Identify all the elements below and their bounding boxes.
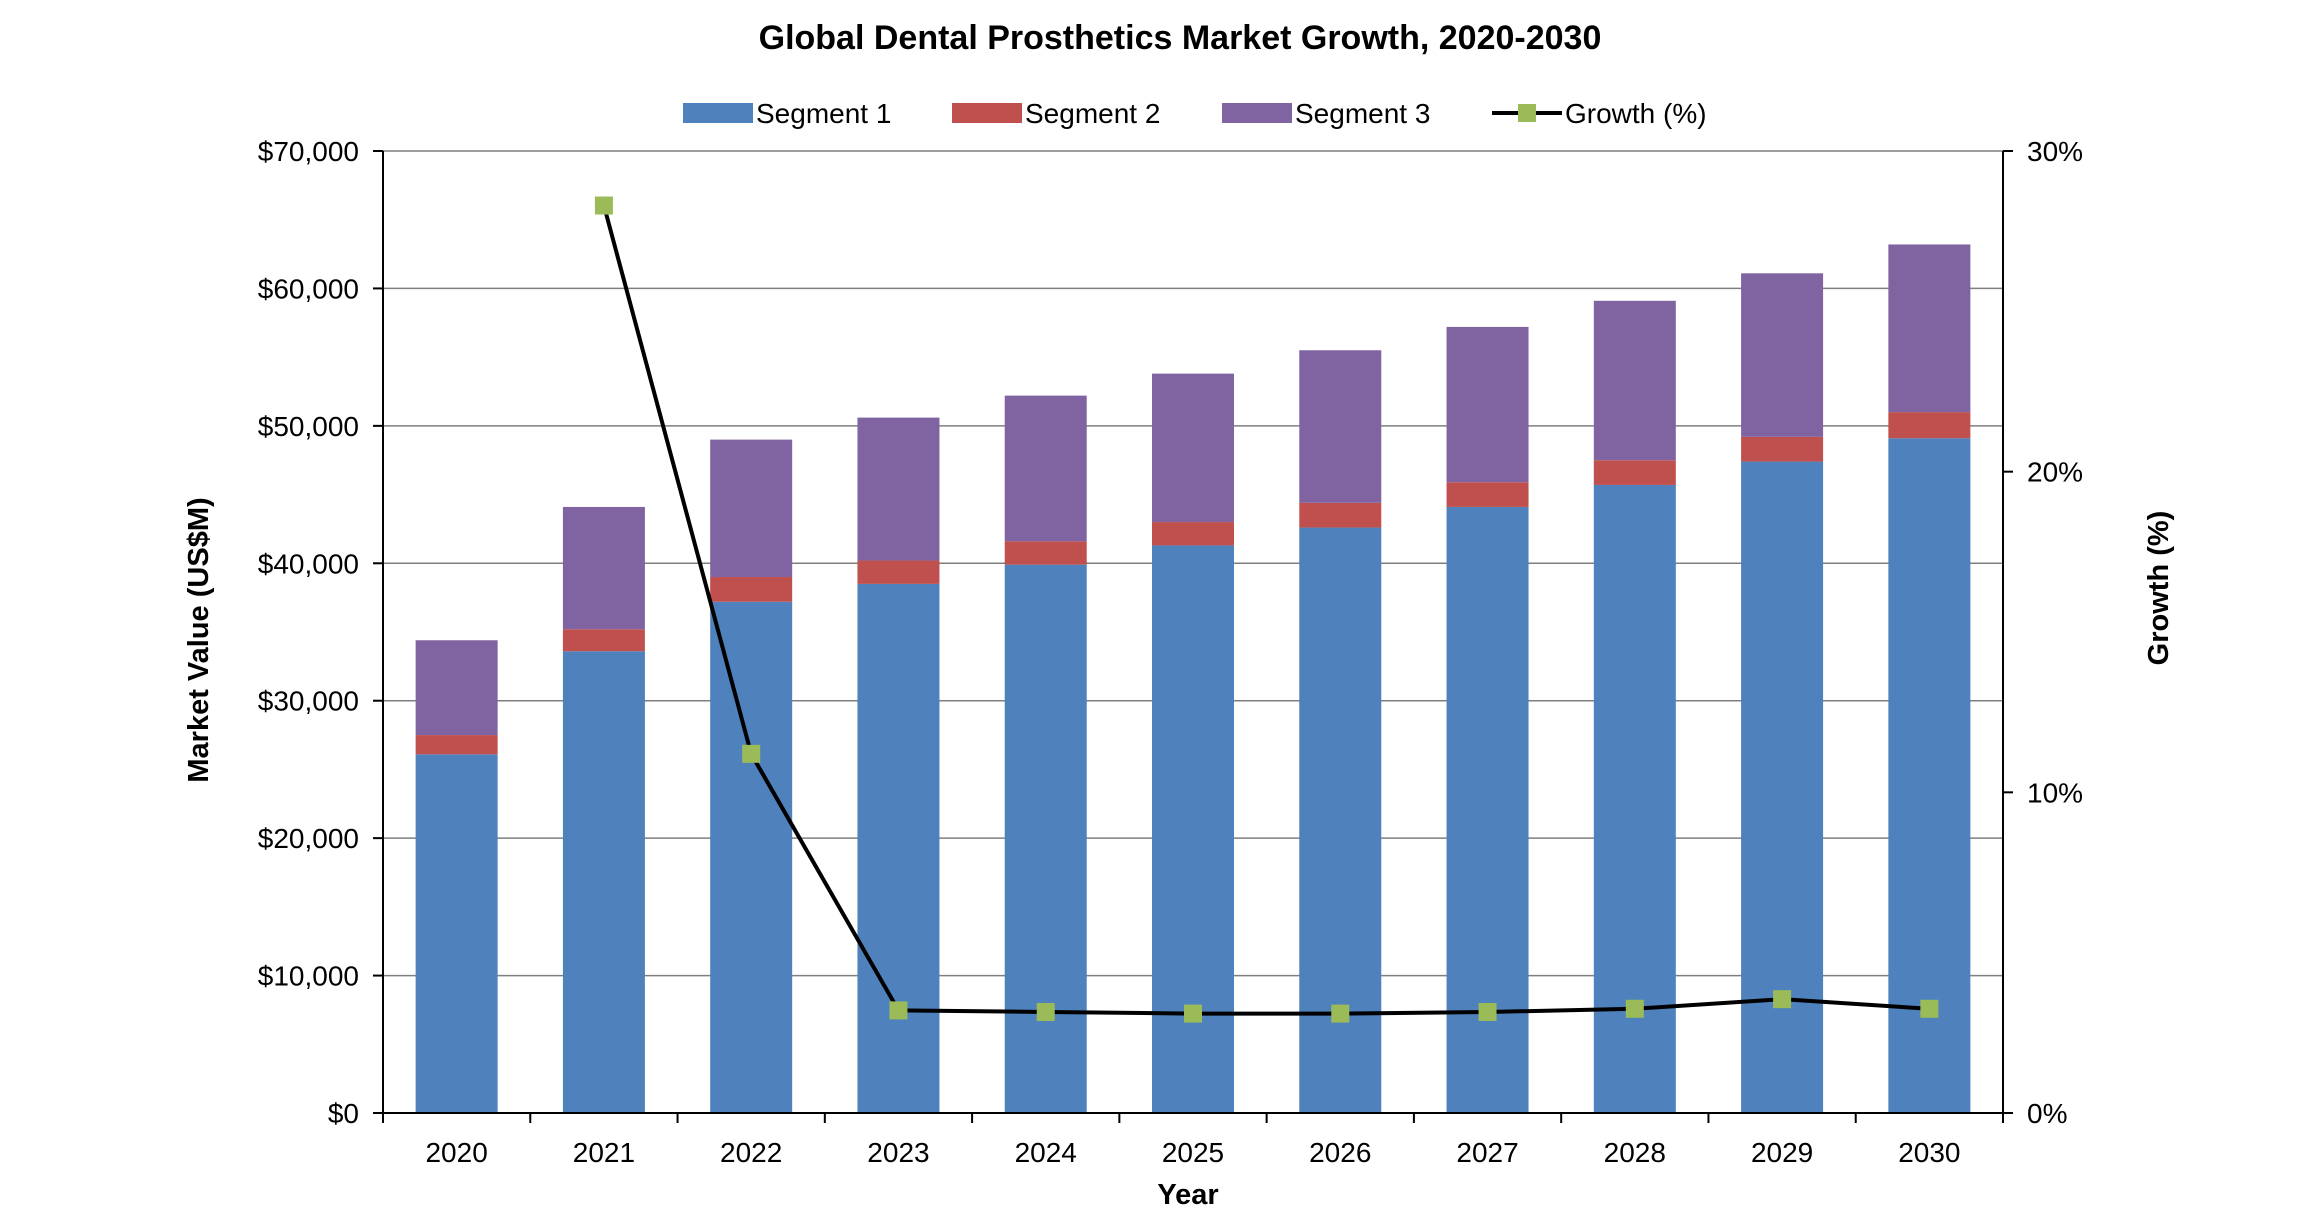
x-tick-label: 2021 — [573, 1137, 635, 1168]
bar-segment-3-2030 — [1888, 244, 1971, 413]
legend: Segment 1 Segment 2 Segment 3 Growth (%) — [683, 98, 1707, 129]
y2-tick-label: 20% — [2027, 457, 2083, 488]
bar-segment-1-2021 — [562, 651, 645, 1113]
y-tick-label: $50,000 — [258, 411, 359, 442]
bar-segment-1-2026 — [1299, 527, 1382, 1113]
axes — [373, 150, 2013, 1123]
bar-segment-3-2025 — [1152, 373, 1234, 523]
y-tick-label: $70,000 — [258, 136, 359, 167]
growth-marker-2030 — [1920, 999, 1939, 1018]
x-tick-label: 2027 — [1456, 1137, 1518, 1168]
y2-tick-label: 30% — [2027, 136, 2083, 167]
chart-title: Global Dental Prosthetics Market Growth,… — [759, 19, 1602, 57]
y-tick-label: $20,000 — [258, 823, 359, 854]
y-tick-label: $0 — [328, 1098, 359, 1129]
bar-segment-2-2021 — [562, 629, 645, 652]
bar-segment-1-2025 — [1152, 545, 1234, 1113]
growth-line-path — [601, 204, 1930, 1016]
bar-segment-3-2020 — [415, 640, 498, 736]
growth-marker-2025 — [1184, 1004, 1202, 1023]
legend-label-growth: Growth (%) — [1565, 98, 1707, 129]
x-tick-label: 2029 — [1751, 1137, 1813, 1168]
growth-marker-2021 — [594, 196, 613, 215]
bar-segment-2-2029 — [1741, 436, 1824, 462]
bar-segment-3-2022 — [710, 439, 793, 578]
y2-axis-title: Growth (%) — [2143, 511, 2175, 666]
y-axis-title: Market Value (US$M) — [183, 497, 215, 782]
legend-label-segment-1: Segment 1 — [756, 98, 891, 129]
legend-label-segment-2: Segment 2 — [1025, 98, 1160, 129]
growth-marker-2027 — [1478, 1002, 1497, 1021]
legend-swatch-segment-2 — [952, 103, 1022, 123]
bar-segment-3-2021 — [562, 506, 645, 630]
bar-segment-2-2022 — [710, 577, 793, 602]
bar-segment-2-2023 — [857, 560, 940, 584]
bar-segment-1-2024 — [1004, 564, 1087, 1113]
bar-segment-1-2022 — [710, 601, 793, 1113]
y-tick-label: $40,000 — [258, 548, 359, 579]
bar-segment-3-2023 — [857, 417, 940, 561]
y-tick-label: $60,000 — [258, 273, 359, 304]
legend-label-segment-3: Segment 3 — [1295, 98, 1430, 129]
bar-segment-1-2023 — [857, 583, 940, 1113]
bar-segment-2-2030 — [1888, 412, 1971, 439]
bar-segment-3-2029 — [1741, 273, 1824, 437]
x-tick-label: 2030 — [1898, 1137, 1960, 1168]
growth-line — [594, 196, 1939, 1023]
bar-segment-3-2024 — [1004, 395, 1087, 542]
bar-segment-3-2028 — [1593, 300, 1676, 461]
bar-segment-2-2026 — [1299, 502, 1382, 528]
tick-labels: $0 $10,000 $20,000 $30,000 $40,000 $50,000 $60… — [258, 136, 2083, 1168]
growth-marker-2026 — [1331, 1004, 1350, 1023]
x-tick-label: 2020 — [425, 1137, 487, 1168]
x-tick-label: 2028 — [1604, 1137, 1666, 1168]
x-tick-label: 2023 — [867, 1137, 929, 1168]
growth-marker-2029 — [1773, 990, 1792, 1009]
y2-tick-label: 10% — [2027, 777, 2083, 808]
bar-segment-2-2028 — [1593, 460, 1676, 485]
bar-segment-2-2027 — [1446, 482, 1529, 507]
bar-segment-1-2029 — [1741, 461, 1824, 1113]
bar-segment-2-2020 — [415, 735, 498, 755]
legend-swatch-segment-3 — [1222, 103, 1292, 123]
bar-segment-1-2028 — [1593, 484, 1676, 1113]
x-axis-title: Year — [1157, 1179, 1218, 1209]
bar-segment-2-2024 — [1004, 541, 1087, 565]
bar-segment-1-2027 — [1446, 506, 1529, 1113]
legend-marker-growth — [1518, 104, 1536, 122]
bar-segment-3-2027 — [1446, 326, 1529, 483]
bar-segment-3-2026 — [1299, 350, 1382, 503]
y-tick-label: $30,000 — [258, 686, 359, 717]
x-tick-label: 2025 — [1162, 1137, 1224, 1168]
bar-segment-2-2025 — [1152, 522, 1234, 546]
growth-marker-2022 — [742, 744, 761, 763]
growth-marker-2028 — [1625, 999, 1644, 1018]
y-tick-label: $10,000 — [258, 961, 359, 992]
x-tick-label: 2026 — [1309, 1137, 1371, 1168]
growth-marker-2023 — [889, 1001, 908, 1020]
y2-tick-label: 0% — [2027, 1098, 2067, 1129]
bar-segment-1-2020 — [415, 754, 498, 1113]
x-tick-label: 2024 — [1015, 1137, 1077, 1168]
x-tick-label: 2022 — [720, 1137, 782, 1168]
growth-marker-2024 — [1036, 1002, 1055, 1021]
legend-swatch-segment-1 — [683, 103, 753, 123]
